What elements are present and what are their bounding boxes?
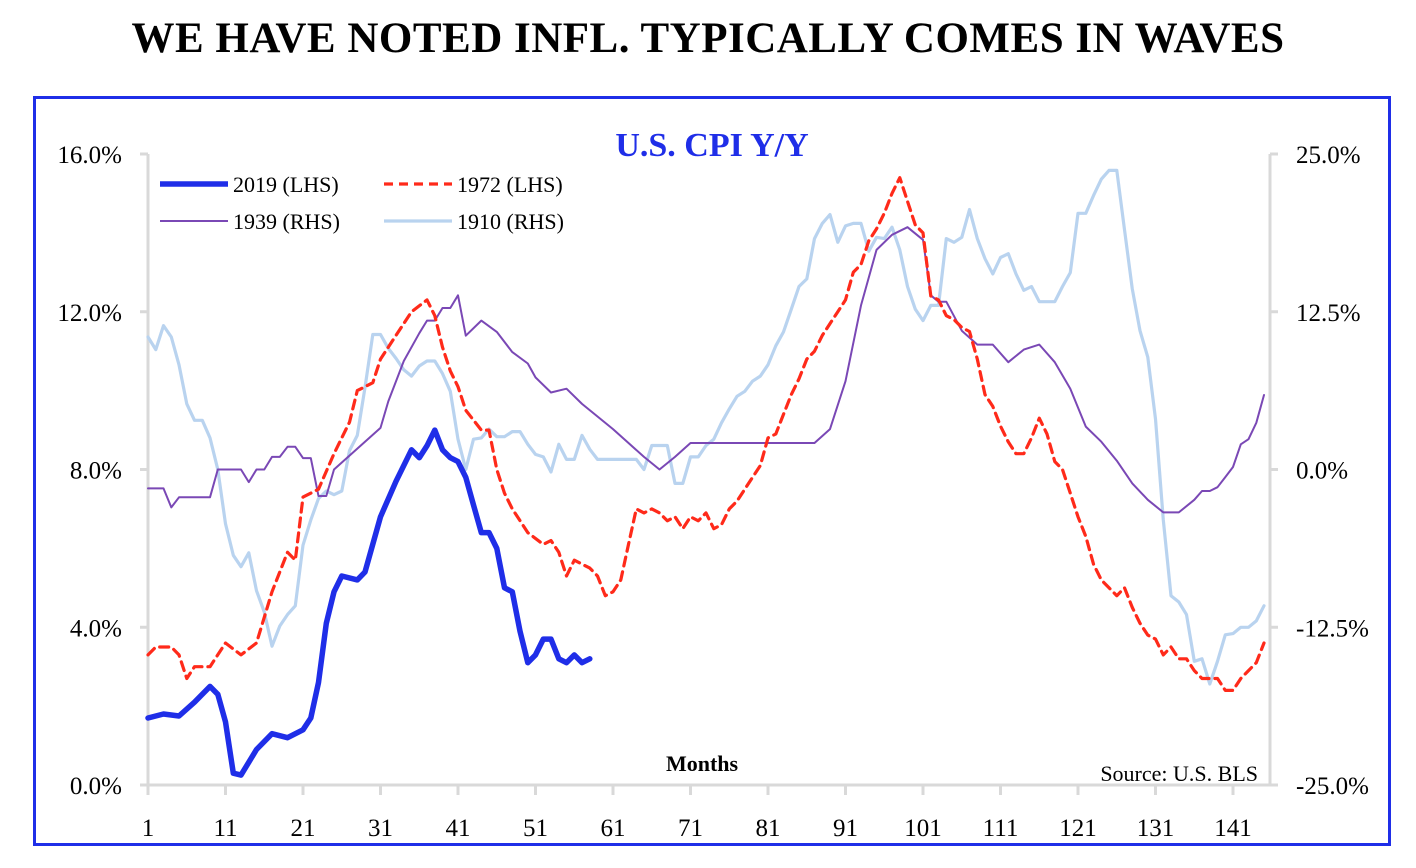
x-tick-label: 91 bbox=[833, 815, 858, 842]
x-tick-label: 11 bbox=[213, 815, 237, 842]
x-tick-label: 81 bbox=[756, 815, 781, 842]
x-tick-label: 71 bbox=[678, 815, 703, 842]
series-line-1910-rhs bbox=[146, 168, 1266, 686]
x-tick-label: 51 bbox=[523, 815, 548, 842]
left-tick-label: 0.0% bbox=[70, 773, 122, 800]
x-axis-label: Months bbox=[666, 751, 739, 776]
left-tick-label: 4.0% bbox=[70, 615, 122, 642]
right-tick-label: 0.0% bbox=[1296, 458, 1348, 485]
x-tick-label: 131 bbox=[1137, 815, 1175, 842]
legend-label: 2019 (LHS) bbox=[233, 172, 339, 197]
x-tick-label: 141 bbox=[1214, 815, 1252, 842]
source-note: Source: U.S. BLS bbox=[1100, 761, 1258, 786]
right-tick-label: -25.0% bbox=[1296, 773, 1369, 800]
series-line-1939-rhs bbox=[147, 226, 1265, 514]
right-tick-label: 12.5% bbox=[1296, 300, 1361, 327]
chart-title: U.S. CPI Y/Y bbox=[615, 127, 808, 164]
headline: WE HAVE NOTED INFL. TYPICALLY COMES IN W… bbox=[131, 15, 1285, 62]
x-tick-label: 41 bbox=[446, 815, 471, 842]
left-tick-label: 16.0% bbox=[57, 142, 122, 169]
series-layer bbox=[145, 168, 1266, 778]
left-tick-label: 12.0% bbox=[57, 300, 122, 327]
chart-frame bbox=[33, 96, 1391, 846]
x-tick-label: 111 bbox=[983, 815, 1019, 842]
legend-label: 1972 (LHS) bbox=[457, 172, 563, 197]
legend-label: 1939 (RHS) bbox=[233, 209, 340, 234]
x-tick-label: 21 bbox=[291, 815, 316, 842]
right-tick-label: 25.0% bbox=[1296, 142, 1361, 169]
x-tick-label: 1 bbox=[142, 815, 155, 842]
x-tick-label: 101 bbox=[904, 815, 942, 842]
left-tick-label: 8.0% bbox=[70, 458, 122, 485]
x-tick-label: 31 bbox=[368, 815, 393, 842]
series-line-2019-lhs bbox=[145, 427, 593, 778]
legend: 2019 (LHS) 1972 (LHS) 1939 (RHS) 1910 (RHS) bbox=[160, 172, 564, 234]
x-tick-label: 121 bbox=[1059, 815, 1097, 842]
axes: 0.0%4.0%8.0%12.0%16.0%-25.0%-12.5%0.0%12… bbox=[57, 142, 1368, 842]
right-tick-label: -12.5% bbox=[1296, 615, 1369, 642]
legend-label: 1910 (RHS) bbox=[457, 209, 564, 234]
series-line-1972-lhs bbox=[146, 176, 1266, 693]
x-tick-label: 61 bbox=[601, 815, 626, 842]
